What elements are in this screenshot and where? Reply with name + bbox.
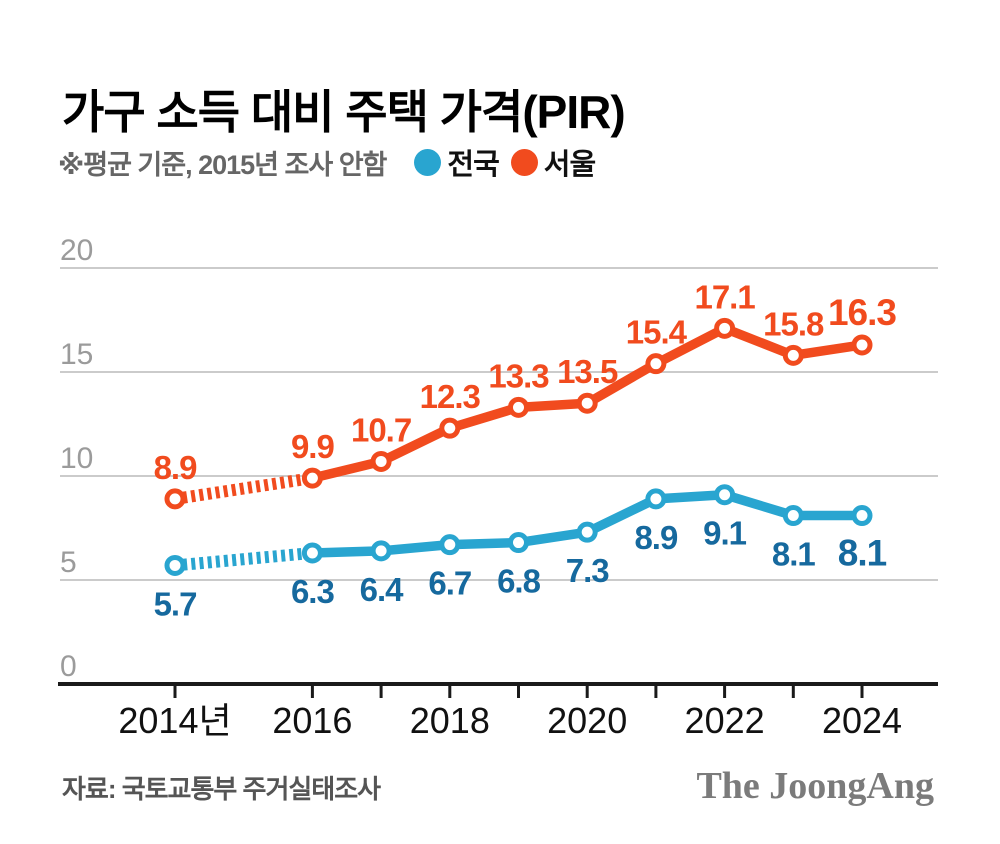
data-point-marker — [714, 484, 736, 506]
data-label: 13.5 — [557, 353, 618, 390]
data-label: 13.3 — [488, 357, 549, 394]
data-label: 17.1 — [694, 278, 755, 315]
data-label: 8.9 — [154, 449, 198, 486]
data-point-marker — [370, 450, 392, 472]
data-label: 6.3 — [291, 573, 335, 610]
data-label: 15.4 — [626, 314, 688, 351]
legend-label-nationwide: 전국 — [447, 149, 499, 181]
data-point-marker — [370, 540, 392, 562]
source-note: 자료: 국토교통부 주거실태조사 — [62, 774, 381, 804]
data-point-marker — [851, 505, 873, 527]
data-label: 6.4 — [360, 571, 405, 608]
data-point-marker — [301, 467, 323, 489]
svg-text:2016: 2016 — [272, 700, 352, 741]
svg-text:2014년: 2014년 — [118, 700, 231, 741]
data-label: 9.1 — [703, 515, 747, 552]
chart-title: 가구 소득 대비 주택 가격(PIR) — [62, 85, 626, 138]
data-point-marker — [782, 505, 804, 527]
data-label: 8.1 — [838, 533, 887, 574]
svg-text:20: 20 — [60, 234, 93, 267]
data-point-marker — [508, 396, 529, 418]
data-label: 6.8 — [497, 563, 541, 600]
joongang-logo: The JoongAng — [696, 765, 934, 807]
data-point-marker — [439, 534, 461, 556]
data-point-marker — [439, 417, 461, 439]
data-label: 10.7 — [351, 411, 411, 448]
svg-text:0: 0 — [60, 650, 77, 683]
legend-label-seoul: 서울 — [543, 149, 596, 181]
legend-dot-seoul-icon — [510, 148, 538, 176]
chart-note: ※평균 기준, 2015년 조사 안함 — [58, 149, 387, 180]
data-point-marker — [164, 488, 186, 510]
series-전국: 5.7 6.3 6.4 6.7 6.8 7.3 8.9 9.1 8.1 8.1 — [154, 484, 888, 622]
data-point-marker — [301, 542, 323, 564]
data-label: 16.3 — [828, 292, 896, 333]
data-point-marker — [164, 554, 186, 576]
svg-text:2024: 2024 — [822, 700, 902, 741]
svg-text:10: 10 — [60, 442, 93, 475]
svg-text:2022: 2022 — [685, 700, 765, 741]
data-label: 5.7 — [154, 585, 197, 622]
data-label: 12.3 — [420, 378, 481, 415]
data-point-marker — [645, 353, 667, 375]
legend: 전국 서울 — [402, 141, 596, 183]
gridlines — [60, 267, 938, 581]
subtitle-row: ※평균 기준, 2015년 조사 안함 전국 서울 — [58, 141, 596, 183]
svg-text:15: 15 — [60, 338, 93, 371]
data-label: 8.9 — [634, 519, 678, 556]
x-axis-ticks — [173, 684, 864, 698]
data-label: 7.3 — [566, 552, 610, 589]
legend-item-nationwide: 전국 — [414, 141, 500, 183]
data-point-marker — [714, 317, 736, 339]
footer: 자료: 국토교통부 주거실태조사 The JoongAng — [62, 764, 934, 808]
data-point-marker — [782, 344, 804, 366]
svg-text:2018: 2018 — [410, 700, 490, 741]
svg-text:2020: 2020 — [547, 700, 627, 741]
svg-text:5: 5 — [60, 546, 77, 579]
data-point-marker — [508, 532, 529, 554]
legend-item-seoul: 서울 — [510, 141, 596, 183]
data-label: 9.9 — [291, 428, 335, 465]
legend-dot-nationwide-icon — [414, 148, 442, 176]
data-label: 8.1 — [772, 536, 816, 573]
data-point-marker — [645, 488, 667, 510]
x-axis-labels: 2014년 2016 2018 2020 2022 2024 — [118, 700, 902, 741]
data-label: 15.8 — [763, 305, 824, 342]
data-label: 6.7 — [428, 565, 471, 602]
data-point-marker — [851, 334, 873, 356]
data-point-marker — [576, 392, 598, 414]
data-point-marker — [576, 521, 598, 543]
y-axis-labels: 0 5 10 15 20 — [60, 234, 93, 683]
series-서울: 8.9 9.9 10.712.313.3 13.515.417.115.8 16.3 — [154, 278, 897, 510]
